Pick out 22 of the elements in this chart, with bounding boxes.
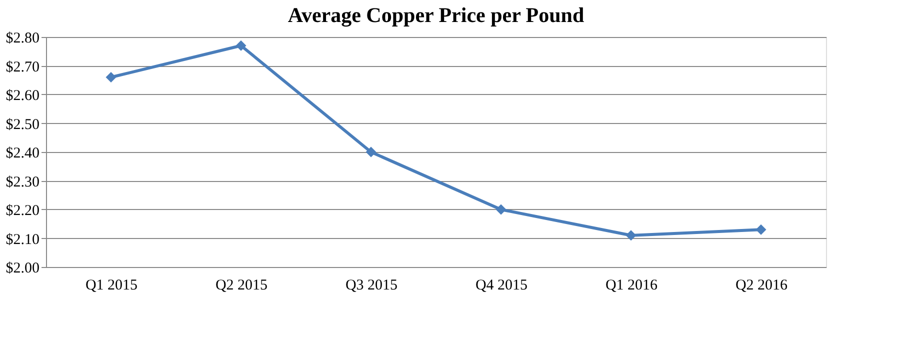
point: [756, 224, 766, 235]
x-tick-label: Q1 2015: [85, 278, 138, 294]
y-tick-label: $2.60: [6, 88, 40, 104]
point: [626, 230, 636, 241]
y-tick-label: $2.30: [6, 174, 40, 190]
y-tick-label: $2.50: [6, 116, 40, 133]
y-tick-label: $2.70: [6, 59, 40, 76]
x-tick-label: Q4 2015: [475, 278, 528, 294]
x-tick-label: Q1 2016: [605, 278, 658, 294]
y-tick-label: $2.40: [6, 146, 40, 162]
x-tick-label: Q3 2015: [345, 278, 398, 294]
y-tick-label: $2.20: [6, 203, 40, 219]
point: [106, 72, 116, 82]
x-tick-label: Q2 2015: [215, 278, 268, 294]
point: [496, 204, 506, 215]
point: [236, 40, 246, 51]
y-tick-label: $2.80: [6, 30, 40, 46]
y-tick-label: $2.00: [6, 260, 40, 276]
point: [366, 146, 376, 158]
y-tick-label: $2.10: [6, 232, 40, 248]
chart-title: Average Copper Price per Pound: [288, 3, 584, 27]
x-tick-label: Q2 2016: [735, 278, 788, 294]
